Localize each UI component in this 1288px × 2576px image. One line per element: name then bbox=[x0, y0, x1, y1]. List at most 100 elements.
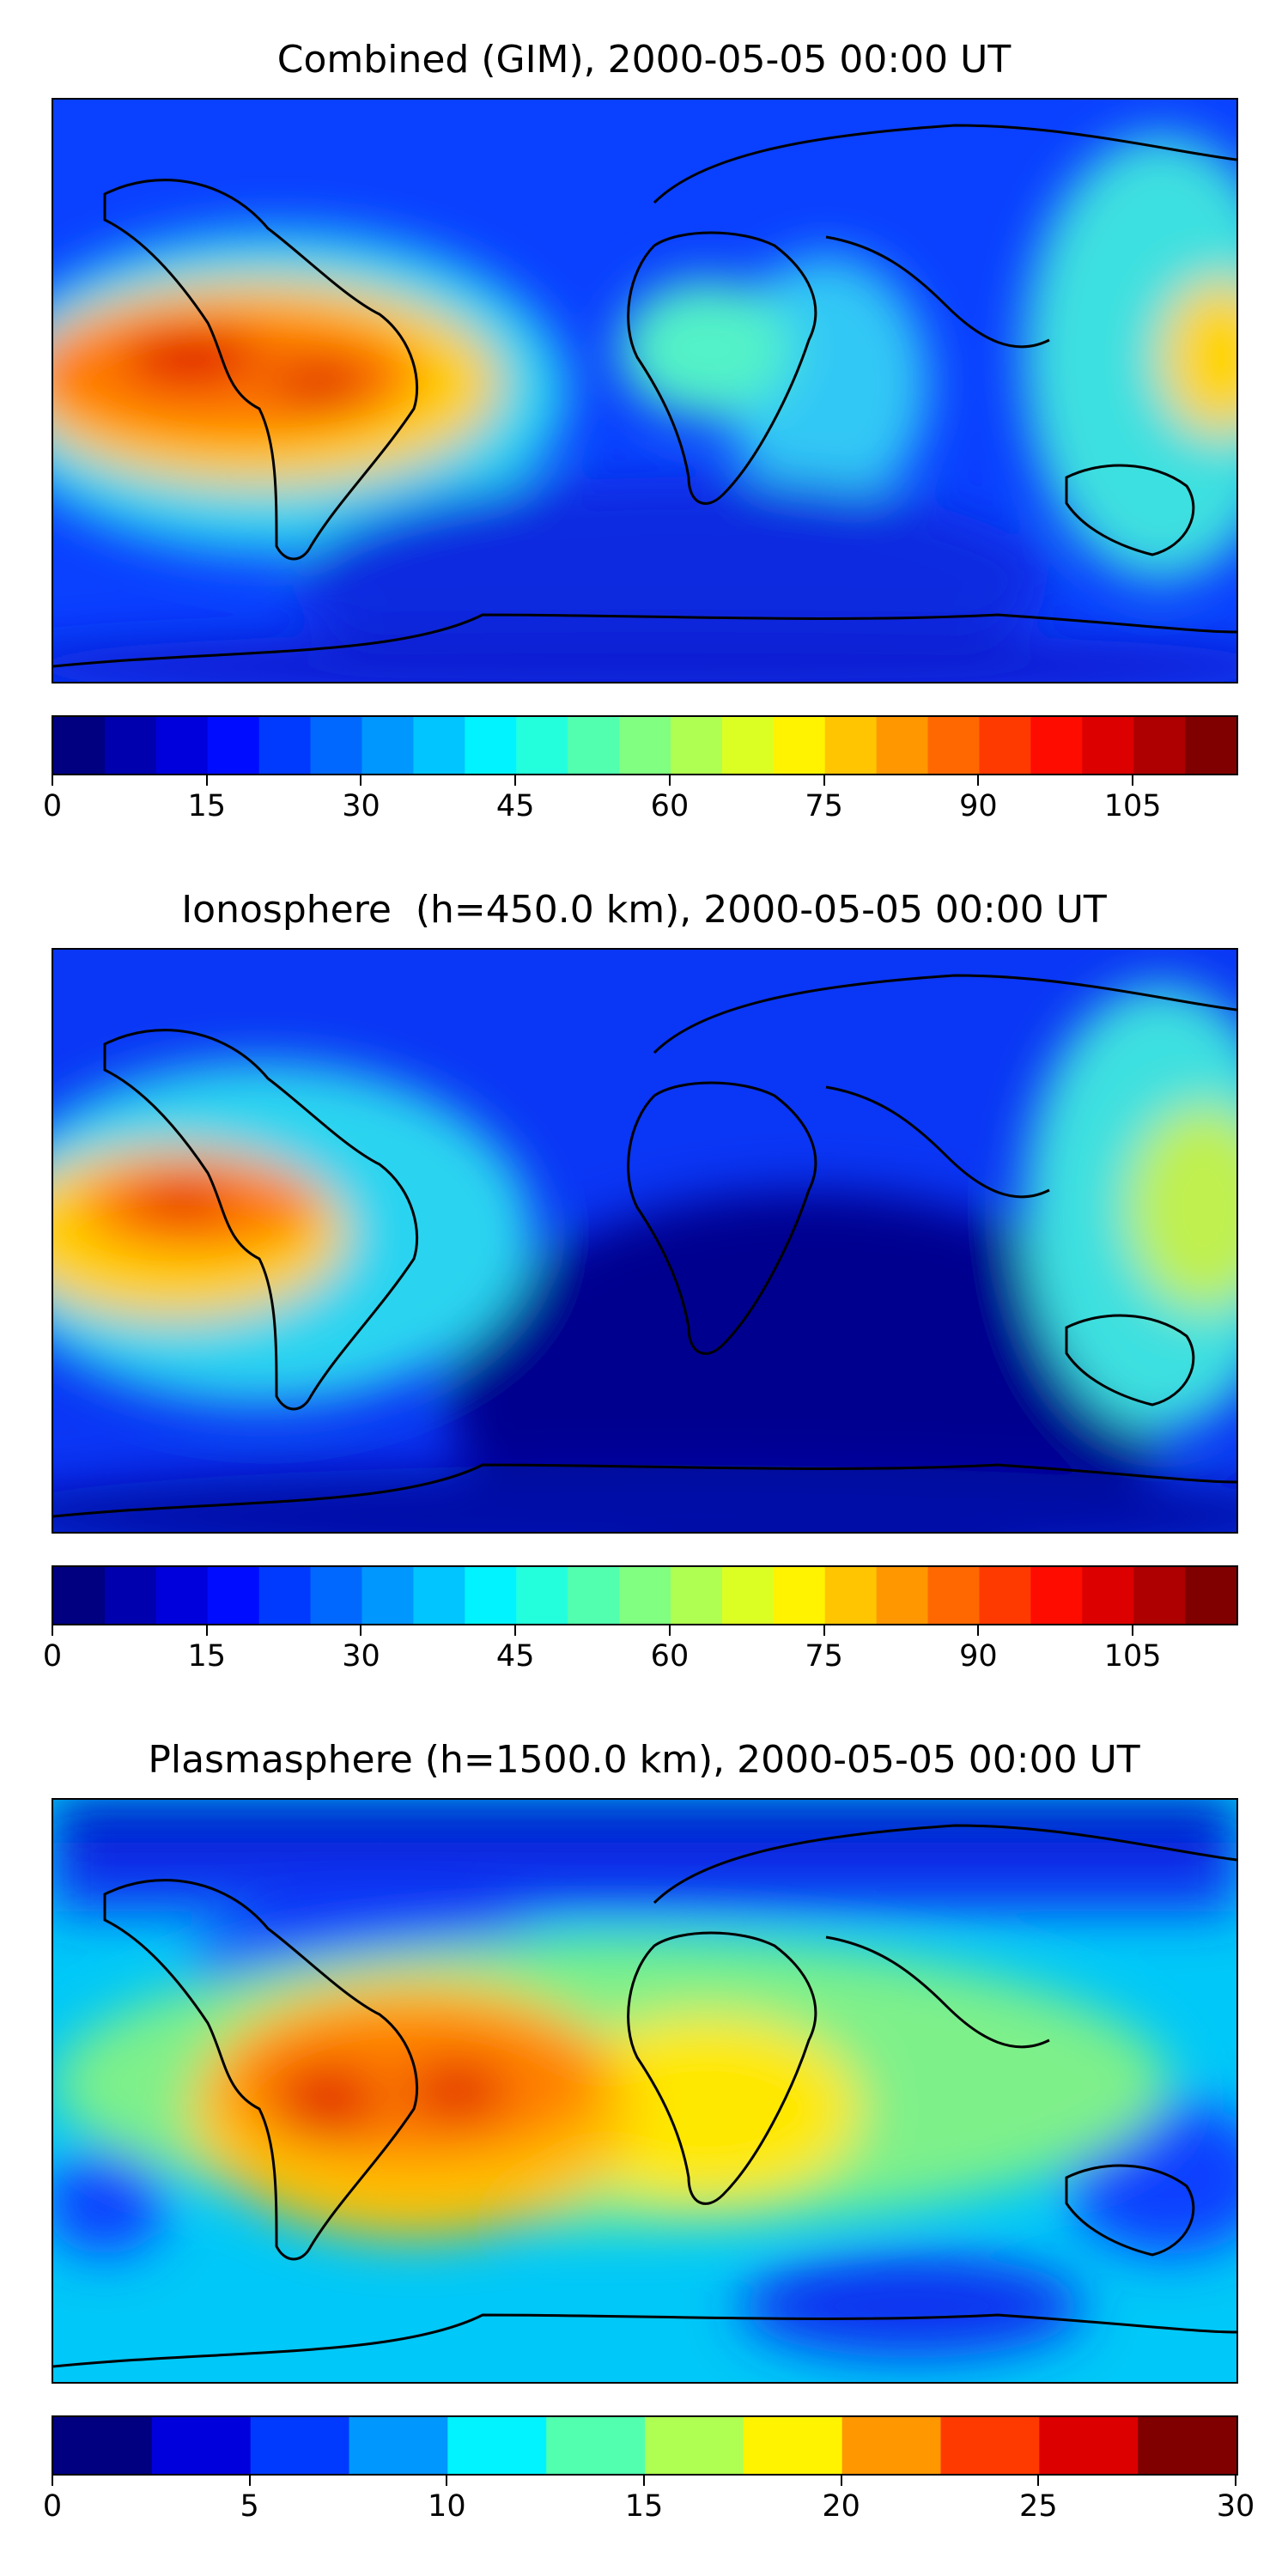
colorbar-level-14 bbox=[773, 1567, 826, 1624]
colorbar-ionosphere-svg bbox=[53, 1567, 1236, 1624]
colorbar-tick-mark bbox=[360, 775, 362, 786]
colorbar-tick-mark bbox=[205, 1625, 208, 1636]
colorbar-tick-mark bbox=[446, 2476, 448, 2486]
colorbar-tick-mark bbox=[248, 2476, 251, 2486]
colorbar-tick-label: 15 bbox=[624, 2489, 664, 2524]
colorbar-tick-label: 0 bbox=[42, 1639, 63, 1674]
colorbar-level-9 bbox=[516, 717, 568, 774]
colorbar-level-22 bbox=[1185, 1567, 1236, 1624]
colorbar-level-20 bbox=[1082, 1567, 1134, 1624]
colorbar-tick-mark bbox=[52, 775, 53, 786]
colorbar-level-18 bbox=[979, 1567, 1032, 1624]
colorbar-level-22 bbox=[1185, 717, 1236, 774]
colorbar-level-9 bbox=[516, 1567, 568, 1624]
colorbar-level-6 bbox=[361, 717, 415, 774]
colorbar-level-4 bbox=[258, 717, 312, 774]
colorbar-level-7 bbox=[413, 717, 466, 774]
colorbar-tick-label: 75 bbox=[805, 1639, 843, 1674]
colorbar-tick-label: 30 bbox=[342, 789, 380, 823]
panel-title-combined: Combined (GIM), 2000-05-05 00:00 UT bbox=[276, 38, 1012, 82]
colorbar-level-20 bbox=[1082, 717, 1134, 774]
colorbar-combined-svg bbox=[53, 717, 1236, 774]
colorbar-level-19 bbox=[1030, 1567, 1084, 1624]
colorbar-tick-mark bbox=[840, 2476, 842, 2486]
colorbar-level-14 bbox=[773, 717, 826, 774]
colorbar-level-7 bbox=[413, 1567, 466, 1624]
colorbar-level-13 bbox=[721, 1567, 775, 1624]
colorbar-level-1 bbox=[104, 1567, 157, 1624]
colorbar-tick-mark bbox=[1132, 775, 1134, 786]
colorbar-tick-label: 10 bbox=[428, 2489, 466, 2524]
colorbar-level-7 bbox=[743, 2417, 843, 2474]
colorbar-tick-mark bbox=[52, 1625, 53, 1636]
colorbar-combined bbox=[52, 715, 1238, 775]
colorbar-combined-ticks: 0 15 30 45 60 75 90 105 bbox=[43, 775, 1236, 827]
colorbar-level-0 bbox=[53, 2417, 153, 2474]
map-plasmasphere bbox=[52, 1798, 1238, 2384]
colorbar-level-15 bbox=[824, 1567, 878, 1624]
panel-title-ionosphere: Ionosphere (h=450.0 km), 2000-05-05 00:0… bbox=[181, 888, 1107, 932]
colorbar-ionosphere bbox=[52, 1565, 1238, 1625]
colorbar-plasmasphere bbox=[52, 2415, 1238, 2476]
colorbar-level-12 bbox=[670, 717, 723, 774]
panel-title-plasmasphere: Plasmasphere (h=1500.0 km), 2000-05-05 0… bbox=[148, 1738, 1140, 1782]
colorbar-level-6 bbox=[645, 2417, 744, 2474]
colorbar-level-11 bbox=[1138, 2417, 1236, 2474]
colorbar-tick-label: 60 bbox=[650, 1639, 690, 1674]
colorbar-level-0 bbox=[53, 1567, 106, 1624]
colorbar-level-9 bbox=[940, 2417, 1041, 2474]
colorbar-level-11 bbox=[619, 1567, 671, 1624]
colorbar-tick-label: 60 bbox=[650, 789, 690, 823]
colorbar-level-11 bbox=[619, 717, 671, 774]
colorbar-tick-label: 0 bbox=[42, 2489, 63, 2524]
colorbar-tick-label: 25 bbox=[1019, 2489, 1058, 2524]
colorbar-tick-label: 30 bbox=[1216, 2489, 1255, 2524]
colorbar-tick-mark bbox=[1235, 2476, 1236, 2486]
colorbar-level-21 bbox=[1133, 1567, 1186, 1624]
colorbar-tick-mark bbox=[1037, 2476, 1040, 2486]
colorbar-tick-mark bbox=[643, 2476, 645, 2486]
colorbar-tick-mark bbox=[977, 1625, 980, 1636]
colorbar-level-2 bbox=[155, 1567, 209, 1624]
colorbar-level-17 bbox=[927, 1567, 981, 1624]
colorbar-tick-mark bbox=[514, 1625, 517, 1636]
map-ionosphere-svg bbox=[53, 950, 1236, 1532]
colorbar-level-21 bbox=[1133, 717, 1186, 774]
colorbar-tick-label: 15 bbox=[187, 1639, 227, 1674]
colorbar-level-16 bbox=[876, 717, 929, 774]
colorbar-tick-label: 20 bbox=[822, 2489, 860, 2524]
colorbar-tick-label: 45 bbox=[495, 1639, 535, 1674]
colorbar-tick-mark bbox=[823, 1625, 825, 1636]
colorbar-tick-mark bbox=[977, 775, 980, 786]
colorbar-level-10 bbox=[568, 1567, 620, 1624]
colorbar-level-6 bbox=[361, 1567, 415, 1624]
map-plasmasphere-svg bbox=[53, 1800, 1236, 2382]
colorbar-tick-mark bbox=[52, 2476, 53, 2486]
colorbar-level-13 bbox=[721, 717, 775, 774]
colorbar-level-19 bbox=[1030, 717, 1084, 774]
colorbar-level-18 bbox=[979, 717, 1032, 774]
map-combined-svg bbox=[53, 100, 1236, 682]
colorbar-level-8 bbox=[841, 2417, 942, 2474]
colorbar-level-15 bbox=[824, 717, 878, 774]
colorbar-plasmasphere-svg bbox=[53, 2417, 1236, 2474]
colorbar-level-3 bbox=[349, 2417, 449, 2474]
colorbar-level-16 bbox=[876, 1567, 929, 1624]
colorbar-tick-label: 30 bbox=[342, 1639, 380, 1674]
colorbar-level-4 bbox=[258, 1567, 312, 1624]
colorbar-ionosphere-ticks: 0 15 30 45 60 75 90 105 bbox=[43, 1625, 1236, 1677]
colorbar-tick-label: 105 bbox=[1103, 789, 1162, 823]
colorbar-level-10 bbox=[1039, 2417, 1139, 2474]
map-ionosphere bbox=[52, 948, 1238, 1534]
colorbar-plasmasphere-ticks: 0 5 10 15 20 25 30 bbox=[43, 2476, 1255, 2527]
colorbar-tick-label: 0 bbox=[42, 789, 63, 823]
colorbar-tick-mark bbox=[823, 775, 825, 786]
colorbar-tick-mark bbox=[1132, 1625, 1134, 1636]
colorbar-level-12 bbox=[670, 1567, 723, 1624]
colorbar-level-0 bbox=[53, 717, 106, 774]
colorbar-level-4 bbox=[447, 2417, 547, 2474]
colorbar-level-5 bbox=[310, 717, 363, 774]
colorbar-level-3 bbox=[207, 717, 260, 774]
colorbar-tick-label: 90 bbox=[959, 789, 998, 823]
colorbar-level-8 bbox=[465, 717, 518, 774]
